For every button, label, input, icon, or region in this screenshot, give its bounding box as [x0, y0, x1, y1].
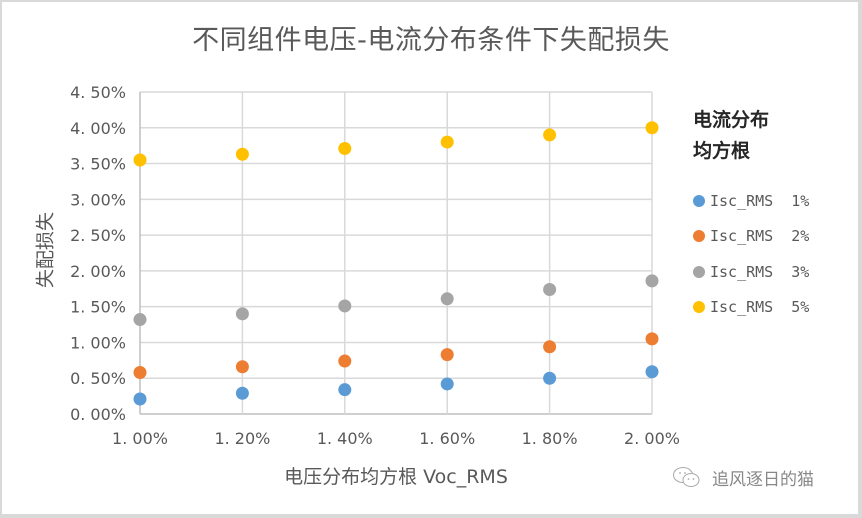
data-point — [543, 282, 557, 296]
y-tick-label: 4. 50% — [70, 83, 126, 102]
y-tick-label: 2. 00% — [70, 262, 126, 281]
data-point — [235, 307, 249, 321]
legend-marker-icon — [693, 194, 705, 207]
x-axis-tick-labels: 1. 00% 1. 20% 1. 40% 1. 60% 1. 80% 2. 00% — [112, 429, 680, 448]
legend-title-line2: 均方根 — [693, 140, 751, 162]
legend-item: Isc_RMS 2% — [693, 219, 813, 255]
data-point — [645, 121, 659, 135]
data-point — [133, 392, 147, 406]
x-tick-label: 1. 40% — [317, 429, 373, 448]
legend-label: Isc_RMS 2% — [710, 227, 810, 246]
legend-item: Isc_RMS 3% — [693, 254, 813, 290]
series-isc-rms-1- — [133, 365, 659, 406]
series-isc-rms-5- — [133, 121, 659, 167]
data-point — [543, 128, 557, 142]
x-tick-label: 1. 60% — [419, 429, 475, 448]
data-point — [338, 299, 352, 313]
y-tick-label: 3. 00% — [70, 190, 126, 209]
y-tick-label: 2. 50% — [70, 226, 126, 245]
data-point — [338, 142, 352, 156]
data-point — [645, 332, 659, 346]
data-point — [133, 313, 147, 327]
y-tick-label: 0. 00% — [70, 405, 126, 424]
gridlines — [139, 91, 653, 415]
legend-items: Isc_RMS 1% Isc_RMS 2% Isc_RMS 3% Isc_RMS 5% — [693, 183, 813, 325]
x-tick-label: 1. 80% — [522, 429, 578, 448]
legend-label: Isc_RMS 1% — [710, 191, 810, 210]
data-point — [235, 147, 249, 161]
series-isc-rms-3- — [133, 274, 659, 327]
y-tick-label: 4. 00% — [70, 119, 126, 138]
wechat-icon — [673, 466, 700, 487]
data-point — [543, 340, 557, 354]
y-axis-tick-labels: 0. 00% 0. 50% 1. 00% 1. 50% 2. 00% 2. 50% 3. 0… — [70, 83, 126, 424]
legend-marker-icon — [693, 301, 705, 314]
y-tick-label: 0. 50% — [70, 369, 126, 388]
data-point — [235, 360, 249, 374]
series-isc-rms-2- — [133, 332, 659, 379]
watermark: 追风逐日的猫 — [672, 465, 814, 490]
data-point — [235, 386, 249, 400]
x-tick-label: 1. 00% — [112, 429, 168, 448]
data-point — [133, 365, 147, 379]
data-point — [645, 274, 659, 288]
data-point — [440, 135, 454, 149]
watermark-text: 追风逐日的猫 — [712, 470, 814, 490]
x-axis-title: 电压分布均方根 Voc_RMS — [284, 466, 508, 488]
y-tick-label: 1. 50% — [70, 298, 126, 317]
legend-item: Isc_RMS 5% — [693, 290, 813, 326]
legend-item: Isc_RMS 1% — [693, 183, 813, 219]
legend-title-line1: 电流分布 — [693, 109, 770, 131]
y-tick-label: 1. 00% — [70, 333, 126, 352]
data-point — [133, 153, 147, 167]
y-tick-label: 3. 50% — [70, 155, 126, 174]
legend: 电流分布 均方根 Isc_RMS 1% Isc_RMS 2% Isc_RMS 3% I… — [693, 105, 813, 325]
legend-title: 电流分布 均方根 — [693, 105, 813, 167]
data-point — [440, 377, 454, 391]
data-point — [338, 383, 352, 397]
data-point — [338, 354, 352, 368]
data-point — [440, 292, 454, 306]
x-tick-label: 2. 00% — [624, 429, 680, 448]
data-point — [543, 371, 557, 385]
y-axis-title: 失配损失 — [34, 211, 57, 289]
legend-marker-icon — [693, 230, 705, 243]
legend-label: Isc_RMS 3% — [710, 262, 810, 281]
legend-label: Isc_RMS 5% — [710, 298, 810, 317]
data-point — [645, 365, 659, 379]
x-tick-label: 1. 20% — [214, 429, 270, 448]
data-point — [440, 348, 454, 362]
data-points — [133, 121, 659, 406]
chart-title: 不同组件电压-电流分布条件下失配损失 — [192, 25, 670, 56]
legend-marker-icon — [693, 265, 705, 278]
